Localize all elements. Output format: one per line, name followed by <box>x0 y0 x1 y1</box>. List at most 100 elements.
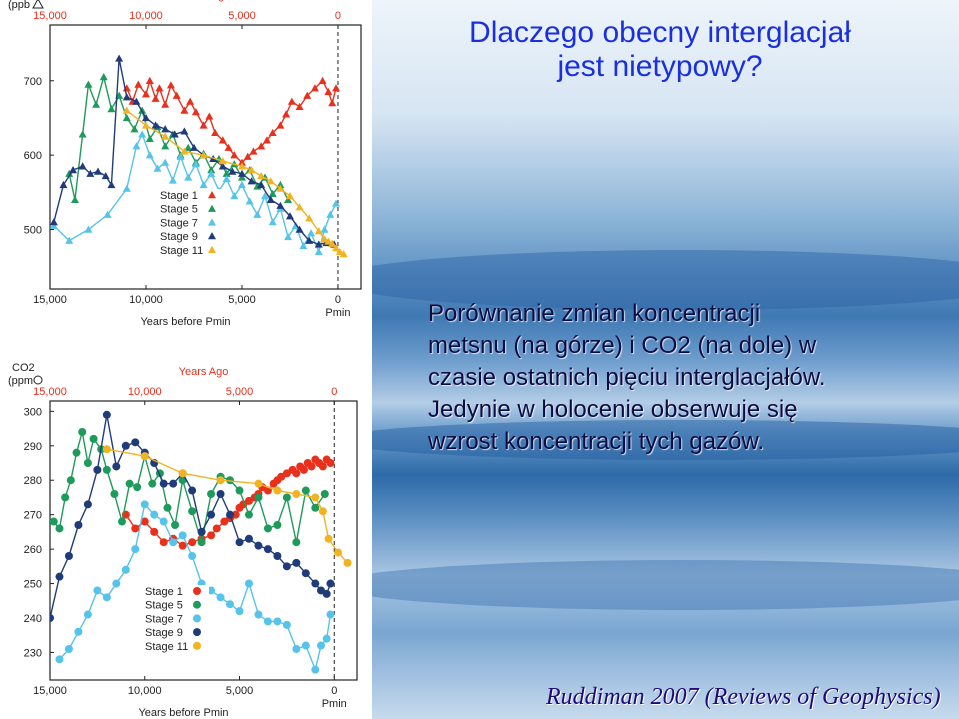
data-point <box>292 645 301 653</box>
data-point <box>216 593 225 602</box>
data-point <box>273 486 282 495</box>
bottom-tick-label: 0 <box>331 685 337 697</box>
data-point <box>311 579 320 588</box>
data-point <box>84 80 93 88</box>
data-point <box>332 199 341 207</box>
data-point <box>301 569 310 578</box>
data-point <box>282 493 291 502</box>
data-point <box>66 476 75 485</box>
data-point <box>257 171 266 180</box>
series-group <box>50 54 348 258</box>
data-point <box>244 534 253 543</box>
data-point <box>292 558 301 567</box>
slide-title-line: Dlaczego obecny interglacjał <box>469 16 851 49</box>
data-point <box>254 479 263 488</box>
data-point <box>50 517 58 526</box>
data-point <box>189 143 198 151</box>
top-tick-label: 5,000 <box>228 10 256 22</box>
data-point <box>301 486 310 495</box>
y-tick-label: 500 <box>24 225 42 237</box>
bottom-tick-label: 10,000 <box>129 294 163 306</box>
y-tick-label: 290 <box>24 441 42 453</box>
data-point <box>50 218 58 226</box>
data-point <box>191 108 200 116</box>
legend-backdrop <box>141 585 209 598</box>
pmin-label: Pmin <box>325 307 350 319</box>
data-point <box>244 579 253 588</box>
data-point <box>122 106 131 114</box>
legend-backdrop <box>141 612 209 626</box>
data-point <box>169 538 178 547</box>
data-point <box>299 465 308 474</box>
data-point <box>86 169 95 177</box>
legend-label: Stage 7 <box>145 613 183 625</box>
data-point <box>191 160 200 168</box>
data-point <box>78 428 87 436</box>
data-point <box>107 105 116 113</box>
data-point <box>287 97 296 105</box>
data-point <box>199 121 208 129</box>
data-point <box>208 245 216 253</box>
data-point <box>226 510 235 519</box>
data-point <box>178 531 187 540</box>
data-point <box>247 177 256 185</box>
data-point <box>343 558 352 567</box>
data-point <box>273 521 282 529</box>
y-axis-label-triangle-icon <box>32 0 44 9</box>
chart-panel: Years Ago 15,000 15,000 10,000 10,000 5,000 5,… <box>0 0 372 719</box>
data-point <box>184 143 193 151</box>
data-point <box>263 545 272 554</box>
data-point <box>282 562 291 571</box>
data-point <box>207 169 216 177</box>
data-point <box>268 218 277 226</box>
data-point <box>231 510 240 519</box>
data-point <box>307 462 316 471</box>
data-point <box>216 490 225 498</box>
data-point <box>161 158 170 166</box>
data-point <box>150 510 159 519</box>
legend-label: Stage 7 <box>160 217 198 229</box>
data-point <box>284 195 293 203</box>
data-point <box>305 214 314 222</box>
data-point <box>102 410 111 419</box>
data-point <box>102 465 111 474</box>
body-line: wzrost koncentracji tych gazów. <box>428 428 765 455</box>
bottom-tick-label: 15,000 <box>33 294 67 306</box>
data-point <box>112 579 121 588</box>
data-point <box>72 448 81 457</box>
data-point <box>314 240 323 248</box>
data-point <box>153 164 162 172</box>
data-point <box>301 641 310 650</box>
background-wave <box>372 250 959 310</box>
data-point <box>257 180 266 189</box>
data-point <box>69 166 78 174</box>
data-point <box>148 479 157 488</box>
data-point <box>266 177 275 185</box>
data-point <box>311 665 320 674</box>
data-point <box>226 476 235 485</box>
data-point <box>228 167 237 175</box>
data-point <box>132 97 141 105</box>
data-point <box>224 143 233 151</box>
body-line: czasie ostatnich pięciu interglacjałów. <box>428 364 826 391</box>
plot-frame <box>49 400 358 681</box>
data-point <box>171 521 180 529</box>
legend-label: Stage 11 <box>145 641 188 653</box>
data-point <box>245 197 254 205</box>
data-point <box>74 521 83 529</box>
data-point <box>284 232 293 241</box>
data-point <box>141 113 150 122</box>
data-point <box>93 586 102 595</box>
data-point <box>93 465 102 474</box>
data-point <box>222 174 231 183</box>
y-tick-label: 700 <box>24 76 42 88</box>
data-point <box>282 110 291 118</box>
data-point <box>276 121 285 129</box>
data-point <box>320 490 329 498</box>
top-tick-label: 15,000 <box>33 10 67 22</box>
data-point <box>178 469 187 478</box>
data-point <box>180 106 189 114</box>
data-point <box>322 634 331 643</box>
data-point <box>324 534 333 543</box>
data-point <box>326 610 335 619</box>
